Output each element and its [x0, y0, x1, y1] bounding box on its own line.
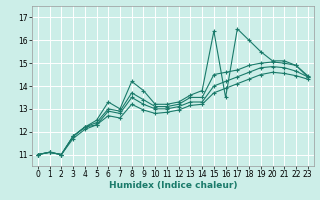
X-axis label: Humidex (Indice chaleur): Humidex (Indice chaleur) [108, 181, 237, 190]
